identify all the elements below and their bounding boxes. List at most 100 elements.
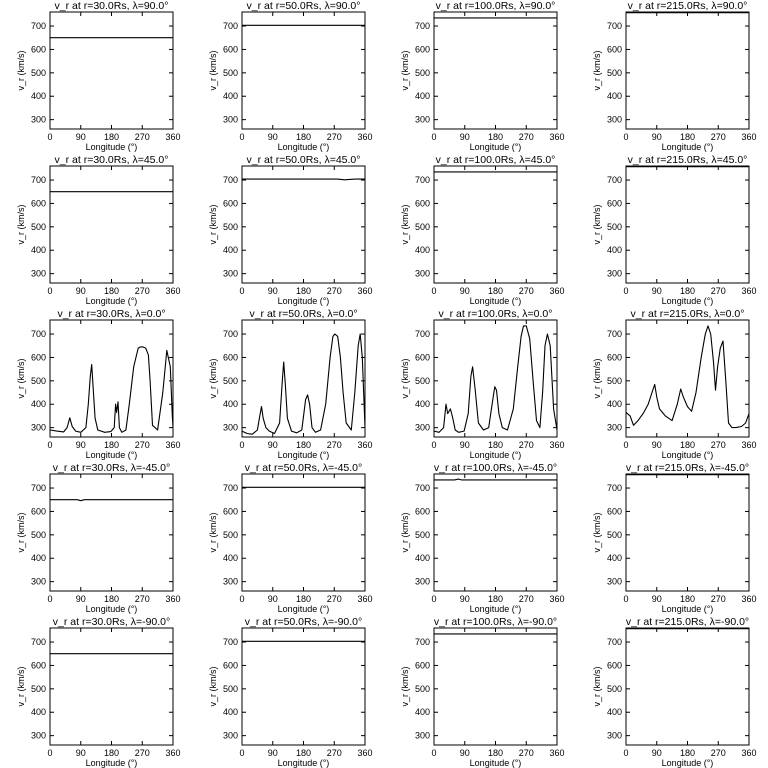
subplot-10: v_r at r=50.0Rs, λ=0.0° 0 90 180 270 360 300 40… [208, 308, 373, 460]
y-tick-label: 700 [415, 21, 430, 31]
x-tick-label: 360 [357, 594, 372, 604]
y-tick-label: 700 [223, 637, 238, 647]
y-tick-label: 400 [415, 553, 430, 563]
subplot-title: v_r at r=100.0Rs, λ=-45.0° [434, 462, 557, 474]
subplot-14: v_r at r=50.0Rs, λ=-45.0° 0 90 180 270 360 300… [208, 462, 373, 614]
subplot-5: v_r at r=30.0Rs, λ=45.0° 0 90 180 270 360 300 4… [16, 154, 181, 306]
x-tick-label: 270 [135, 748, 150, 758]
subplot-title: v_r at r=50.0Rs, λ=-90.0° [245, 616, 362, 628]
series-line [49, 346, 174, 433]
x-tick-label: 270 [711, 748, 726, 758]
x-axis-label: Longitude (°) [86, 142, 138, 152]
y-axis-label: v_r (km/s) [400, 359, 410, 399]
y-tick-label: 500 [415, 684, 430, 694]
y-tick-label: 600 [607, 198, 622, 208]
x-tick-label: 360 [741, 748, 756, 758]
x-tick-label: 90 [460, 132, 470, 142]
subplot-title: v_r at r=50.0Rs, λ=45.0° [247, 154, 361, 166]
x-axis-label: Longitude (°) [470, 142, 522, 152]
y-tick-label: 600 [31, 44, 46, 54]
x-tick-label: 270 [519, 440, 534, 450]
y-tick-label: 600 [415, 44, 430, 54]
y-tick-label: 400 [415, 707, 430, 717]
x-axis-label: Longitude (°) [86, 604, 138, 614]
x-tick-label: 90 [652, 440, 662, 450]
y-tick-label: 300 [415, 269, 430, 279]
y-tick-label: 400 [31, 245, 46, 255]
x-tick-label: 180 [296, 132, 311, 142]
y-axis-label: v_r (km/s) [208, 667, 218, 707]
x-tick-label: 360 [549, 748, 564, 758]
subplot-title: v_r at r=30.0Rs, λ=0.0° [57, 308, 165, 320]
y-axis-label: v_r (km/s) [16, 51, 26, 91]
y-tick-label: 400 [607, 553, 622, 563]
y-tick-label: 700 [415, 329, 430, 339]
y-tick-label: 600 [223, 198, 238, 208]
plot-frame [49, 319, 174, 438]
subplot-17: v_r at r=30.0Rs, λ=-90.0° 0 90 180 270 360 300… [16, 616, 181, 768]
y-tick-label: 700 [607, 21, 622, 31]
y-tick-label: 500 [415, 530, 430, 540]
plot-frame [625, 165, 750, 284]
subplot-title: v_r at r=215.0Rs, λ=-90.0° [626, 616, 749, 628]
subplot-title: v_r at r=215.0Rs, λ=45.0° [628, 154, 748, 166]
x-tick-label: 180 [296, 440, 311, 450]
y-tick-label: 300 [607, 115, 622, 125]
subplot-title: v_r at r=30.0Rs, λ=90.0° [55, 0, 169, 12]
y-tick-label: 400 [607, 91, 622, 101]
subplot-title: v_r at r=50.0Rs, λ=-45.0° [245, 462, 362, 474]
x-tick-label: 0 [623, 132, 628, 142]
y-tick-label: 700 [607, 637, 622, 647]
subplot-title: v_r at r=30.0Rs, λ=45.0° [55, 154, 169, 166]
y-tick-label: 400 [223, 553, 238, 563]
x-tick-label: 90 [76, 440, 86, 450]
x-tick-label: 90 [460, 286, 470, 296]
x-tick-label: 0 [623, 286, 628, 296]
y-tick-label: 500 [415, 222, 430, 232]
y-tick-label: 500 [31, 376, 46, 386]
x-axis-label: Longitude (°) [278, 142, 330, 152]
x-tick-label: 0 [239, 440, 244, 450]
y-tick-label: 500 [31, 68, 46, 78]
subplot-title: v_r at r=215.0Rs, λ=-45.0° [626, 462, 749, 474]
series-line [242, 178, 365, 181]
x-tick-label: 270 [519, 286, 534, 296]
x-tick-label: 0 [623, 440, 628, 450]
subplot-1: v_r at r=30.0Rs, λ=90.0° 0 90 180 270 360 300 4… [16, 0, 181, 152]
y-axis-label: v_r (km/s) [400, 205, 410, 245]
x-tick-label: 90 [652, 594, 662, 604]
x-tick-label: 0 [239, 132, 244, 142]
y-tick-label: 600 [607, 660, 622, 670]
plot-frame [433, 627, 558, 746]
y-tick-label: 600 [415, 506, 430, 516]
x-tick-label: 90 [652, 286, 662, 296]
y-tick-label: 700 [415, 175, 430, 185]
x-tick-label: 180 [680, 440, 695, 450]
x-tick-label: 0 [47, 440, 52, 450]
x-tick-label: 270 [327, 594, 342, 604]
y-tick-label: 400 [31, 91, 46, 101]
subplot-20: v_r at r=215.0Rs, λ=-90.0° 0 90 180 270 360 30… [592, 616, 757, 768]
x-tick-label: 180 [488, 440, 503, 450]
plot-frame [433, 11, 558, 130]
y-tick-label: 700 [31, 21, 46, 31]
y-tick-label: 300 [223, 731, 238, 741]
x-tick-label: 0 [431, 594, 436, 604]
y-tick-label: 400 [415, 245, 430, 255]
y-tick-label: 300 [223, 115, 238, 125]
x-tick-label: 90 [460, 594, 470, 604]
y-tick-label: 300 [607, 731, 622, 741]
y-tick-label: 600 [223, 352, 238, 362]
y-tick-label: 700 [31, 175, 46, 185]
x-tick-label: 180 [488, 594, 503, 604]
x-tick-label: 360 [741, 594, 756, 604]
subplot-title: v_r at r=30.0Rs, λ=-45.0° [53, 462, 170, 474]
x-tick-label: 270 [519, 132, 534, 142]
x-tick-label: 360 [357, 440, 372, 450]
y-axis-label: v_r (km/s) [208, 359, 218, 399]
y-axis-label: v_r (km/s) [208, 513, 218, 553]
y-tick-label: 700 [607, 175, 622, 185]
y-tick-label: 700 [223, 483, 238, 493]
y-tick-label: 300 [31, 577, 46, 587]
x-tick-label: 360 [741, 132, 756, 142]
